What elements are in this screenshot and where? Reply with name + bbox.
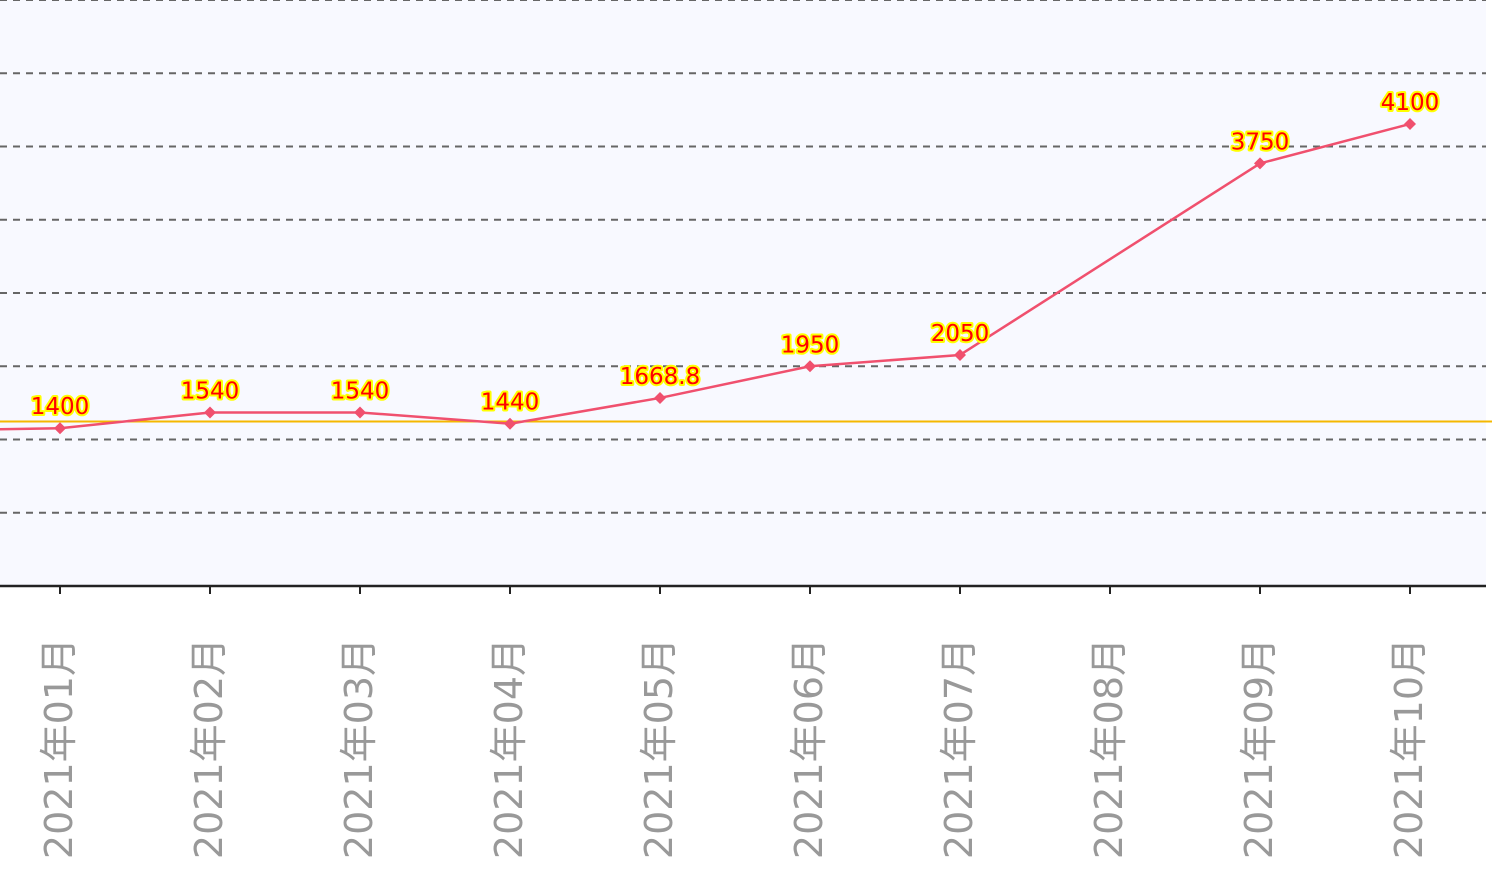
data-label: 1440 — [481, 390, 540, 416]
x-tick-label: 2021年01月 — [37, 638, 81, 859]
data-label: 1540 — [181, 378, 240, 404]
data-label: 1668.8 — [620, 364, 700, 390]
data-label: 1400 — [31, 394, 90, 420]
series-layer — [0, 117, 1416, 435]
data-label: 3750 — [1231, 129, 1290, 155]
data-label-layer: 1400 1540 1540 1440 1668.8 1950 2050 3750 4100 — [29, 88, 1442, 422]
data-point-marker — [1254, 157, 1266, 170]
data-label: 1950 — [781, 332, 840, 358]
series-lead-in — [0, 426, 61, 431]
x-tick-label: 2021年09月 — [1237, 638, 1281, 859]
x-tick-label: 2021年05月 — [637, 638, 681, 859]
grid-lines — [0, 0, 1486, 514]
data-point-marker — [54, 422, 66, 435]
x-tick-label: 2021年10月 — [1387, 638, 1431, 859]
data-point-marker — [204, 406, 216, 419]
data-label: 4100 — [1381, 90, 1440, 116]
data-label: 1540 — [331, 378, 390, 404]
x-tick-label: 2021年07月 — [937, 638, 981, 859]
x-tick-label: 2021年03月 — [337, 638, 381, 859]
x-tick-label: 2021年02月 — [187, 638, 231, 859]
data-point-marker — [804, 360, 816, 373]
data-point-marker — [1404, 117, 1416, 130]
data-point-marker — [654, 391, 666, 404]
x-tick-labels: 2021年01月 2021年02月 2021年03月 2021年04月 2021年05月… — [37, 638, 1431, 859]
x-tick-label: 2021年08月 — [1087, 638, 1131, 859]
data-point-marker — [504, 417, 516, 430]
data-label: 2050 — [931, 321, 990, 347]
data-point-marker — [354, 406, 366, 419]
x-tick-label: 2021年06月 — [787, 638, 831, 859]
data-point-marker — [954, 348, 966, 361]
x-tick-label: 2021年04月 — [487, 638, 531, 859]
x-axis — [0, 584, 1486, 594]
